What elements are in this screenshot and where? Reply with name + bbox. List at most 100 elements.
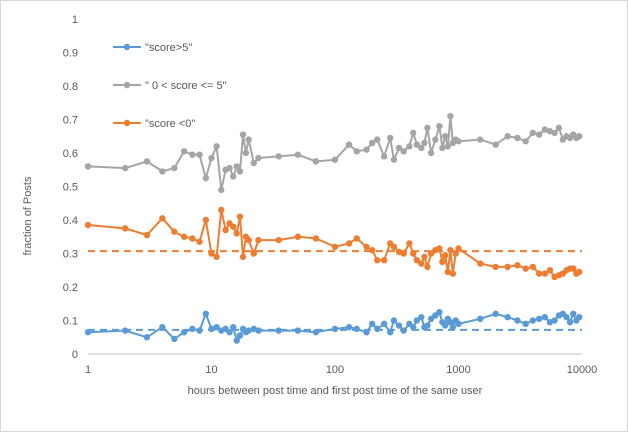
- data-point: [447, 318, 454, 326]
- data-point: [171, 164, 178, 172]
- legend-item: " 0 < score <= 5": [113, 80, 227, 92]
- y-tick-label: 0.4: [63, 215, 78, 227]
- data-point: [522, 320, 529, 328]
- data-point: [447, 246, 454, 254]
- x-tick-label: 10000: [567, 364, 598, 376]
- data-point: [159, 324, 166, 331]
- data-point: [455, 138, 462, 145]
- data-point: [436, 308, 443, 316]
- data-point: [84, 163, 92, 170]
- data-point: [522, 138, 529, 145]
- data-point: [570, 265, 577, 272]
- data-point: [492, 141, 499, 148]
- data-point: [535, 131, 543, 138]
- data-point: [380, 153, 388, 160]
- data-point: [413, 257, 421, 264]
- data-point: [570, 310, 577, 317]
- data-point: [374, 325, 381, 333]
- data-point: [492, 310, 499, 317]
- y-tick-label: 0.9: [63, 48, 78, 60]
- data-point: [390, 317, 398, 324]
- y-tick-label: 0.1: [63, 316, 78, 328]
- data-point: [504, 313, 511, 321]
- data-point: [380, 257, 388, 264]
- data-point: [418, 144, 425, 152]
- legend: "score>5" " 0 < score <= 5" "score <0": [113, 42, 227, 130]
- legend-label: "score <0": [145, 118, 195, 130]
- data-point: [368, 320, 376, 328]
- data-point: [529, 129, 537, 137]
- data-point: [121, 327, 129, 334]
- x-tick-labels: 1 10 100 1000 10000: [85, 364, 597, 376]
- data-point: [143, 231, 151, 239]
- data-point: [233, 163, 240, 170]
- data-point: [551, 129, 558, 137]
- data-point: [449, 324, 457, 331]
- data-point: [213, 324, 220, 331]
- data-point: [406, 143, 413, 150]
- data-point: [255, 236, 262, 244]
- data-point: [196, 238, 203, 245]
- legend-marker: [123, 119, 131, 127]
- data-point: [239, 253, 247, 261]
- data-point: [222, 226, 229, 234]
- data-point: [390, 243, 398, 250]
- data-point: [395, 322, 403, 329]
- data-point: [455, 320, 462, 328]
- y-axis-label: fraction of Posts: [22, 176, 34, 255]
- data-point: [245, 236, 252, 244]
- data-point: [400, 148, 407, 155]
- data-point: [213, 253, 220, 261]
- data-point: [363, 243, 370, 250]
- data-point: [230, 173, 237, 180]
- data-point: [250, 159, 257, 167]
- data-point: [427, 315, 435, 323]
- data-point: [529, 263, 537, 271]
- data-point: [427, 250, 435, 257]
- data-point: [121, 225, 129, 232]
- data-point: [368, 246, 376, 254]
- data-point: [255, 154, 262, 162]
- data-point: [421, 139, 428, 147]
- data-point: [255, 327, 262, 334]
- data-point: [159, 168, 166, 175]
- data-point: [444, 268, 452, 276]
- data-point: [345, 324, 353, 331]
- data-point: [444, 143, 452, 150]
- data-point: [294, 151, 302, 158]
- x-tick-label: 100: [326, 364, 344, 376]
- data-point: [439, 258, 446, 266]
- data-point: [400, 327, 407, 334]
- series: [84, 308, 583, 344]
- data-point: [410, 324, 417, 331]
- data-point: [226, 164, 233, 172]
- data-point: [208, 154, 215, 162]
- data-point: [202, 174, 210, 182]
- data-point: [413, 317, 421, 324]
- data-point: [576, 133, 583, 140]
- data-point: [159, 215, 166, 222]
- data-point: [400, 250, 407, 257]
- data-point: [294, 327, 302, 334]
- y-tick-label: 0.2: [63, 282, 78, 294]
- data-point: [121, 164, 129, 172]
- data-point: [233, 230, 240, 237]
- data-point: [345, 141, 353, 148]
- data-point: [418, 313, 425, 321]
- data-point: [275, 153, 282, 160]
- data-point: [374, 136, 381, 143]
- data-point: [230, 324, 237, 331]
- data-point: [541, 313, 549, 321]
- data-point: [275, 236, 282, 244]
- data-point: [189, 235, 196, 242]
- data-point: [353, 235, 360, 242]
- data-point: [331, 156, 339, 163]
- data-point: [363, 329, 370, 336]
- x-tick-label: 10: [205, 364, 217, 376]
- data-point: [380, 320, 388, 328]
- y-tick-label: 0.6: [63, 148, 78, 160]
- x-tick-label: 1: [85, 364, 91, 376]
- data-point: [230, 223, 237, 230]
- data-point: [514, 134, 521, 142]
